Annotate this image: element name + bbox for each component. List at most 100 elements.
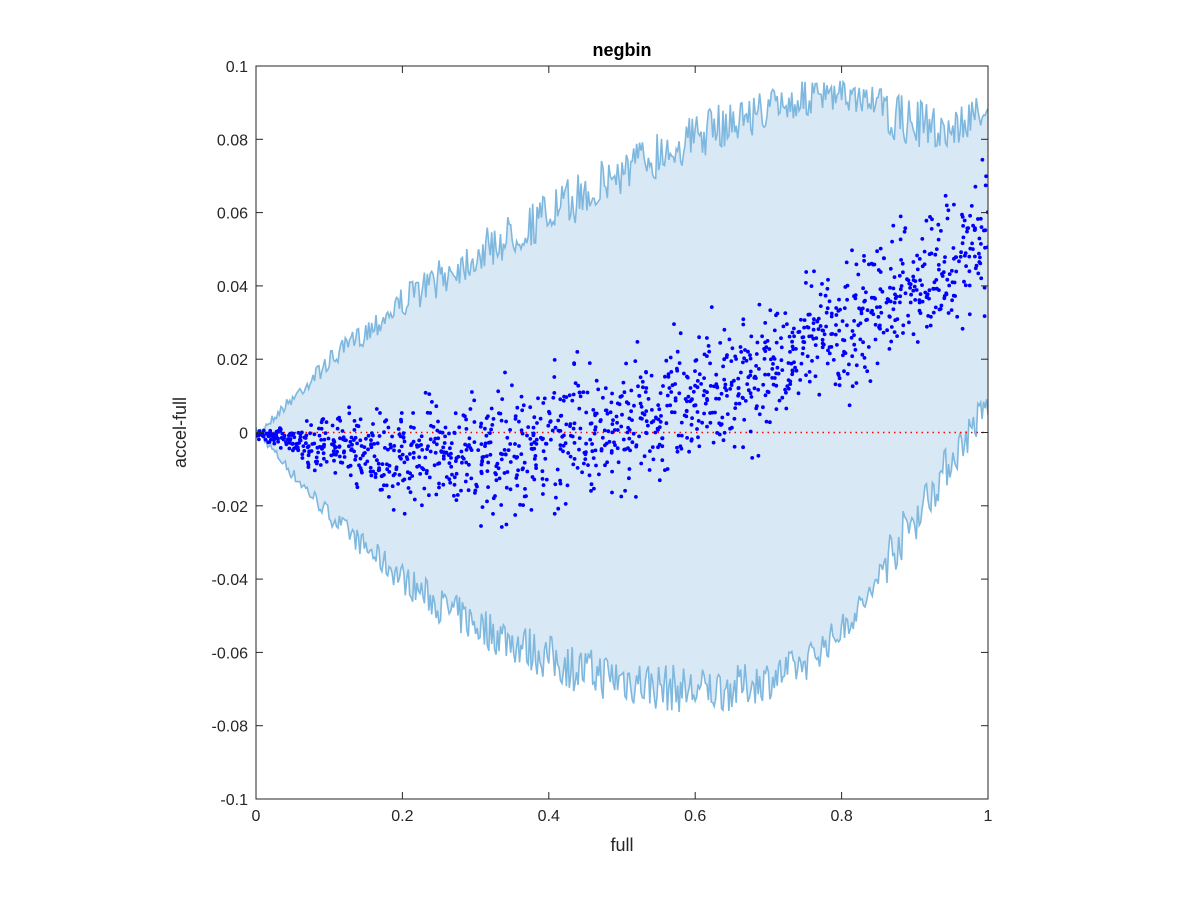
scatter-point [833, 332, 838, 337]
scatter-point [717, 432, 722, 437]
scatter-point [690, 416, 694, 420]
scatter-point [757, 412, 762, 417]
scatter-point [322, 437, 327, 442]
scatter-point [943, 255, 947, 259]
scatter-point [587, 361, 592, 365]
scatter-point [304, 441, 308, 445]
scatter-point [349, 435, 354, 440]
scatter-point [960, 241, 965, 246]
scatter-point [983, 183, 988, 188]
scatter-point [664, 421, 669, 426]
scatter-point [624, 400, 629, 405]
scatter-point [813, 343, 818, 347]
scatter-point [924, 218, 929, 223]
scatter-point [321, 451, 326, 456]
scatter-point [836, 373, 841, 377]
scatter-point [347, 405, 351, 410]
scatter-point [502, 448, 507, 452]
scatter-point [363, 451, 367, 455]
scatter-point [331, 449, 336, 454]
scatter-point [890, 239, 894, 244]
scatter-point [845, 283, 850, 288]
scatter-point [891, 286, 896, 291]
scatter-point [908, 300, 913, 305]
scatter-point [824, 324, 828, 329]
scatter-point [486, 460, 491, 465]
scatter-point [570, 434, 575, 439]
scatter-point [665, 403, 670, 408]
scatter-point [399, 456, 403, 461]
scatter-point [901, 331, 905, 335]
scatter-point [774, 383, 779, 388]
scatter-point [866, 345, 871, 349]
scatter-point [580, 470, 584, 475]
scatter-point [862, 356, 867, 360]
scatter-point [399, 411, 404, 415]
scatter-point [739, 350, 744, 354]
scatter-point [741, 322, 746, 327]
scatter-point [697, 335, 701, 340]
scatter-point [290, 441, 295, 446]
scatter-point [476, 448, 481, 452]
scatter-point [784, 406, 789, 411]
scatter-point [850, 329, 855, 333]
scatter-point [770, 367, 775, 371]
scatter-point [521, 403, 526, 408]
scatter-point [463, 442, 467, 447]
scatter-point [918, 311, 923, 315]
scatter-point [927, 288, 932, 293]
scatter-point [408, 490, 413, 495]
scatter-point [659, 414, 663, 418]
scatter-point [342, 438, 347, 442]
scatter-point [348, 464, 353, 468]
scatter-point [783, 311, 788, 315]
scatter-point [815, 355, 820, 360]
scatter-point [532, 477, 537, 482]
scatter-point [546, 423, 551, 428]
scatter-point [961, 224, 965, 228]
scatter-point [959, 250, 963, 255]
scatter-point [725, 412, 730, 416]
scatter-point [372, 454, 377, 459]
scatter-point [802, 318, 807, 322]
scatter-point [552, 391, 557, 395]
scatter-point [862, 299, 867, 304]
scatter-point [469, 448, 474, 452]
scatter-point [763, 349, 768, 353]
scatter-point [531, 431, 536, 436]
scatter-point [979, 242, 983, 246]
scatter-point [638, 401, 643, 406]
scatter-point [366, 447, 370, 452]
scatter-point [892, 330, 897, 334]
scatter-point [584, 441, 588, 446]
scatter-point [615, 420, 619, 425]
scatter-point [520, 431, 525, 436]
scatter-point [298, 432, 303, 436]
scatter-point [354, 482, 359, 486]
scatter-point [721, 364, 725, 369]
scatter-point [885, 328, 889, 333]
scatter-point [486, 414, 490, 419]
scatter-point [827, 351, 832, 356]
scatter-point [443, 425, 448, 430]
scatter-point [689, 438, 694, 443]
scatter-point [668, 355, 673, 360]
scatter-point [513, 417, 518, 421]
scatter-point [575, 466, 580, 470]
scatter-point [342, 450, 346, 455]
scatter-point [684, 408, 689, 413]
scatter-point [294, 442, 299, 447]
scatter-point [748, 356, 753, 361]
scatter-point [834, 313, 839, 317]
scatter-point [821, 328, 826, 333]
scatter-point [592, 486, 596, 491]
x-tick-label: 0 [252, 808, 261, 825]
scatter-point [748, 369, 753, 374]
scatter-point [945, 216, 950, 221]
scatter-point [504, 522, 509, 527]
y-tick-label: -0.1 [220, 792, 248, 809]
scatter-point [779, 358, 784, 363]
scatter-point [434, 442, 439, 447]
scatter-point [978, 255, 982, 260]
scatter-point [962, 279, 966, 284]
